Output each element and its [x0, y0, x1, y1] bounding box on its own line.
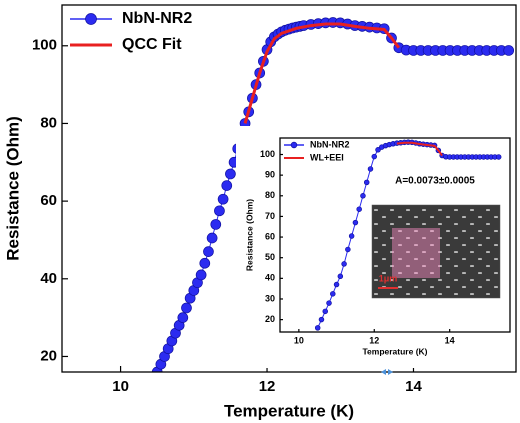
x-tick-label: 10	[112, 378, 129, 395]
data-point	[177, 312, 189, 323]
x-axis-label: Temperature (K)	[224, 401, 354, 420]
y-tick-label: 30	[265, 293, 275, 303]
data-point	[337, 273, 344, 280]
scroll-arrow	[381, 369, 393, 375]
y-tick-label: 40	[265, 273, 275, 283]
y-tick-label: 20	[265, 314, 275, 324]
data-point	[206, 232, 218, 244]
y-axis-label: Resistance (Ohm)	[244, 199, 254, 271]
sem-image-pattern	[371, 204, 501, 299]
legend-marker	[290, 141, 298, 149]
data-point	[326, 300, 332, 306]
y-tick-label: 90	[265, 170, 275, 180]
data-point	[371, 153, 378, 160]
data-point	[503, 45, 515, 56]
annotation: A=0.0073±0.0005	[395, 176, 475, 187]
x-tick-label: 10	[294, 335, 304, 345]
y-tick-label: 50	[265, 252, 275, 262]
main-plot: 10 12 14 20 40 60 80 100 Temperature (K) Resistan…	[3, 4, 517, 420]
data-point	[195, 269, 207, 281]
legend-label: NbN-NR2	[122, 10, 192, 27]
x-tick-label: 14	[405, 378, 422, 395]
x-tick-label: 14	[445, 335, 455, 345]
plot-area	[151, 17, 515, 372]
inset-plot: 10 12 14 20 30 40 50 60 70 80 90 100 Temperature (K)…	[244, 137, 511, 356]
y-tick-label: 70	[265, 211, 275, 221]
data-point	[221, 180, 233, 191]
data-point	[367, 166, 374, 172]
data-point	[345, 246, 351, 253]
y-axis-label: Resistance (Ohm)	[3, 116, 22, 261]
data-point	[217, 193, 229, 205]
y-tick-label: 100	[260, 149, 275, 159]
data-point	[214, 205, 225, 217]
y-tick-label: 60	[265, 231, 275, 241]
legend-label: NbN-NR2	[310, 139, 350, 149]
sem-image: 1μm	[371, 204, 501, 299]
data-point	[333, 281, 340, 288]
data-point	[203, 246, 214, 257]
data-point	[341, 261, 347, 267]
data-point	[322, 308, 328, 315]
data-point	[181, 302, 192, 314]
x-tick-label: 12	[259, 378, 276, 395]
data-point	[314, 325, 321, 331]
plot-area	[314, 139, 502, 331]
highlight-region	[392, 228, 440, 278]
data-point	[356, 206, 362, 212]
scale-label: 1μm	[379, 273, 398, 283]
data-point	[360, 193, 366, 199]
data-point	[352, 219, 359, 226]
x-axis-label: Temperature (K)	[362, 346, 427, 356]
legend-label: WL+EEI	[310, 152, 344, 162]
data-point	[375, 147, 381, 153]
y-tick-label: 20	[40, 347, 57, 364]
data-point	[348, 233, 355, 239]
y-tick-label: 60	[40, 192, 57, 209]
y-tick-label: 40	[40, 270, 57, 287]
plot-frame	[61, 4, 517, 373]
data-point	[363, 179, 370, 186]
data-point	[330, 291, 336, 297]
legend-label: QCC Fit	[122, 36, 182, 53]
data-point	[199, 257, 211, 269]
y-tick-label: 80	[265, 190, 275, 200]
y-tick-label: 100	[32, 37, 57, 54]
x-tick-label: 12	[369, 335, 379, 345]
legend-marker	[85, 13, 97, 25]
data-point	[495, 154, 502, 160]
plot-frame	[279, 137, 511, 333]
fit-line	[396, 141, 443, 157]
fit-line	[243, 22, 401, 124]
data-point	[225, 168, 236, 180]
data-point	[210, 219, 222, 230]
data-point	[318, 316, 325, 323]
y-tick-label: 80	[40, 114, 57, 131]
